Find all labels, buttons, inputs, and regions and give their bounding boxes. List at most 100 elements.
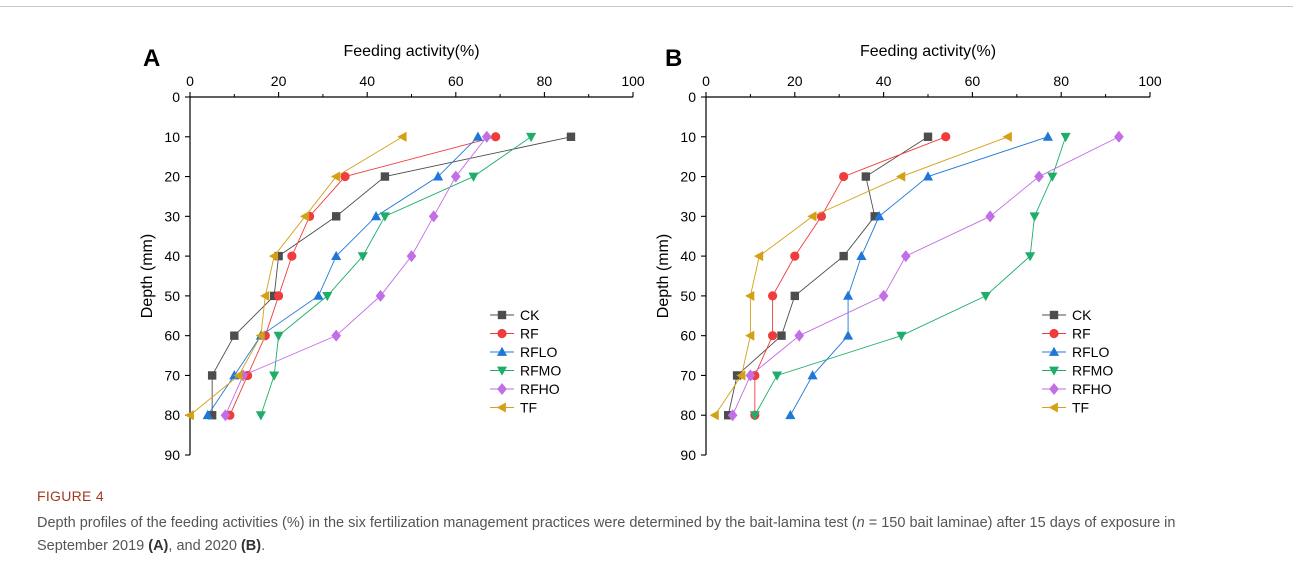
panel-b-y-tick-label: 30 [680, 208, 696, 224]
panel-b-legend-rf-label: RF [1072, 326, 1091, 342]
panel-b-x-axis-title: Feeding activity(%) [860, 43, 996, 60]
panel-b-chart: B 0 20 40 60 80 100 0 10 20 30 40 50 60 70 80 90 Feeding … [655, 43, 1162, 463]
panel-a-series-rfmo-point [322, 291, 333, 302]
panel-b-series-rfho-point [985, 210, 995, 223]
panel-a-x-tick-label: 80 [537, 73, 553, 89]
panel-b-series-rfho-point [727, 409, 738, 422]
panel-b-y-tick-label: 90 [680, 447, 696, 463]
panel-b-series-ck-line [727, 136, 929, 416]
panel-b-series-rfmo-point [1029, 212, 1040, 222]
panel-b-series-ck-point [839, 251, 848, 261]
panel-a-series-rfho-point [481, 130, 492, 143]
panel-a-x-tick-label: 20 [271, 73, 287, 89]
panel-b-series-rf-point [941, 132, 951, 142]
panel-b-legend-rfho-marker [1049, 383, 1059, 395]
panel-b-legend-rflo-marker [1048, 346, 1060, 356]
panel-a-legend-rf-marker [497, 328, 507, 339]
panel-b-series-rf-line [754, 136, 946, 416]
panel-a-chart: A 0 20 40 60 80 100 0 10 20 30 40 50 60 70 80 90 Feeding … [139, 43, 645, 463]
panel-b-series-rfmo-line [754, 136, 1067, 416]
panel-b-y-tick-label: 20 [680, 169, 696, 185]
panel-b-y-tick-label: 10 [680, 129, 696, 145]
panel-b-series-rflo-point [843, 330, 854, 340]
panel-a-series-rf-line [229, 136, 496, 416]
panel-b-legend-rf-marker [1049, 328, 1059, 339]
panel-b-series-tf-point [745, 290, 755, 301]
panel-a-series-rflo-point [331, 250, 342, 261]
panel-a-legend-tf-marker [496, 402, 506, 413]
panel-a-x-axis-title: Feeding activity(%) [343, 43, 479, 60]
panel-a-series-rfmo-point [526, 132, 537, 143]
panel-a-series-tf-point [233, 370, 243, 381]
panel-a-series-ck-point [207, 371, 217, 380]
panel-b-series-rfmo-point [771, 371, 783, 381]
panel-a-series-rflo-line [207, 136, 479, 416]
panel-b-x-tick-label: 20 [787, 73, 803, 89]
panel-a-x-tick-label: 100 [621, 73, 645, 89]
panel-a-y-tick-label: 10 [164, 129, 180, 145]
panel-a-series-rf-point [274, 291, 284, 301]
panel-a-y-tick-label: 0 [172, 89, 180, 105]
panel-b-legend-rfho-label: RFHO [1072, 381, 1112, 397]
panel-b-legend-rfmo-label: RFMO [1072, 363, 1113, 379]
panel-b-series-tf-line [714, 136, 1009, 416]
panel-b-series-rflo-point [1042, 131, 1053, 141]
panel-a-series-rfho-point [375, 289, 386, 302]
caption-ref-b: (B) [240, 538, 262, 554]
panel-a-legend-rflo-marker [496, 346, 508, 356]
panel-a-series-rfmo-point [255, 411, 266, 421]
panel-a-legend-rfmo-label: RFMO [520, 363, 561, 379]
panel-a-series-rfmo-point [273, 331, 284, 341]
panel-b-series-rflo-point [922, 171, 934, 181]
panel-a-series-ck-point [380, 172, 390, 181]
panel-b-series-rfho-point [1114, 130, 1124, 143]
panel-b-series-rfmo-point [1025, 252, 1036, 262]
panel-b-x-tick-label: 100 [1138, 73, 1162, 89]
panel-a-series-ck-point [566, 132, 576, 141]
panel-a-series-ck-line [211, 136, 572, 416]
panel-b-series-rf-point [768, 291, 778, 301]
panel-b-series-rfmo-point [749, 411, 760, 421]
panel-a-legend-ck-marker [497, 310, 507, 320]
panel-b-series-rflo-point [843, 290, 854, 300]
caption-ref-a: (A) [148, 538, 169, 554]
panel-b-series-tf-point [709, 410, 719, 421]
panel-a-legend-rfho-marker [497, 383, 507, 395]
panel-b-series-tf-point [745, 330, 755, 341]
panel-b-legend-ck-label: CK [1072, 307, 1092, 323]
caption-mid2: , and 2020 [168, 538, 241, 554]
panel-b-legend-rflo-label: RFLO [1072, 344, 1109, 360]
panel-b-series-rfmo-point [1047, 172, 1058, 182]
panel-a-series-tf-point [184, 410, 194, 421]
panel-b-legend-tf-marker [1048, 402, 1058, 413]
panel-b-series-rflo-point [785, 409, 796, 420]
panel-a-y-tick-label: 60 [164, 328, 180, 344]
panel-b-y-tick-label: 70 [680, 367, 696, 383]
panel-b-series-rfho-point [794, 329, 805, 342]
figure-caption: Depth profiles of the feeding activities… [37, 512, 1247, 558]
panel-a-series-rfho-point [450, 170, 461, 183]
panel-a-series-rf-point [340, 171, 350, 182]
panel-b-series-tf-point [736, 370, 746, 381]
panel-a-series-tf-point [397, 131, 407, 142]
panel-b-y-tick-label: 50 [680, 288, 696, 304]
top-divider [0, 6, 1293, 7]
panel-b-y-axis-title: Depth (mm) [655, 234, 672, 318]
panel-a-x-tick-label: 60 [448, 73, 464, 89]
panel-b-series-ck-point [923, 132, 933, 141]
panel-b-series-rflo-line [789, 136, 1049, 416]
panel-b-x-tick-label: 40 [876, 73, 892, 89]
panel-b-legend-ck-marker [1049, 310, 1059, 320]
panel-b-y-tick-label: 80 [680, 407, 696, 423]
panel-a-legend-rfmo-marker [496, 366, 508, 376]
panel-a-series-rfho-point [238, 369, 248, 382]
panel-a-y-tick-label: 20 [164, 169, 180, 185]
panel-b-series-rf-point [816, 211, 827, 221]
panel-a-legend-tf-label: TF [520, 400, 537, 416]
panel-a-x-tick-label: 0 [186, 73, 194, 89]
panel-b-series-rf-point [839, 171, 849, 182]
panel-b-x-tick-label: 60 [965, 73, 981, 89]
panel-b-series-ck-point [790, 291, 799, 301]
panel-a-series-rflo-point [202, 409, 213, 420]
